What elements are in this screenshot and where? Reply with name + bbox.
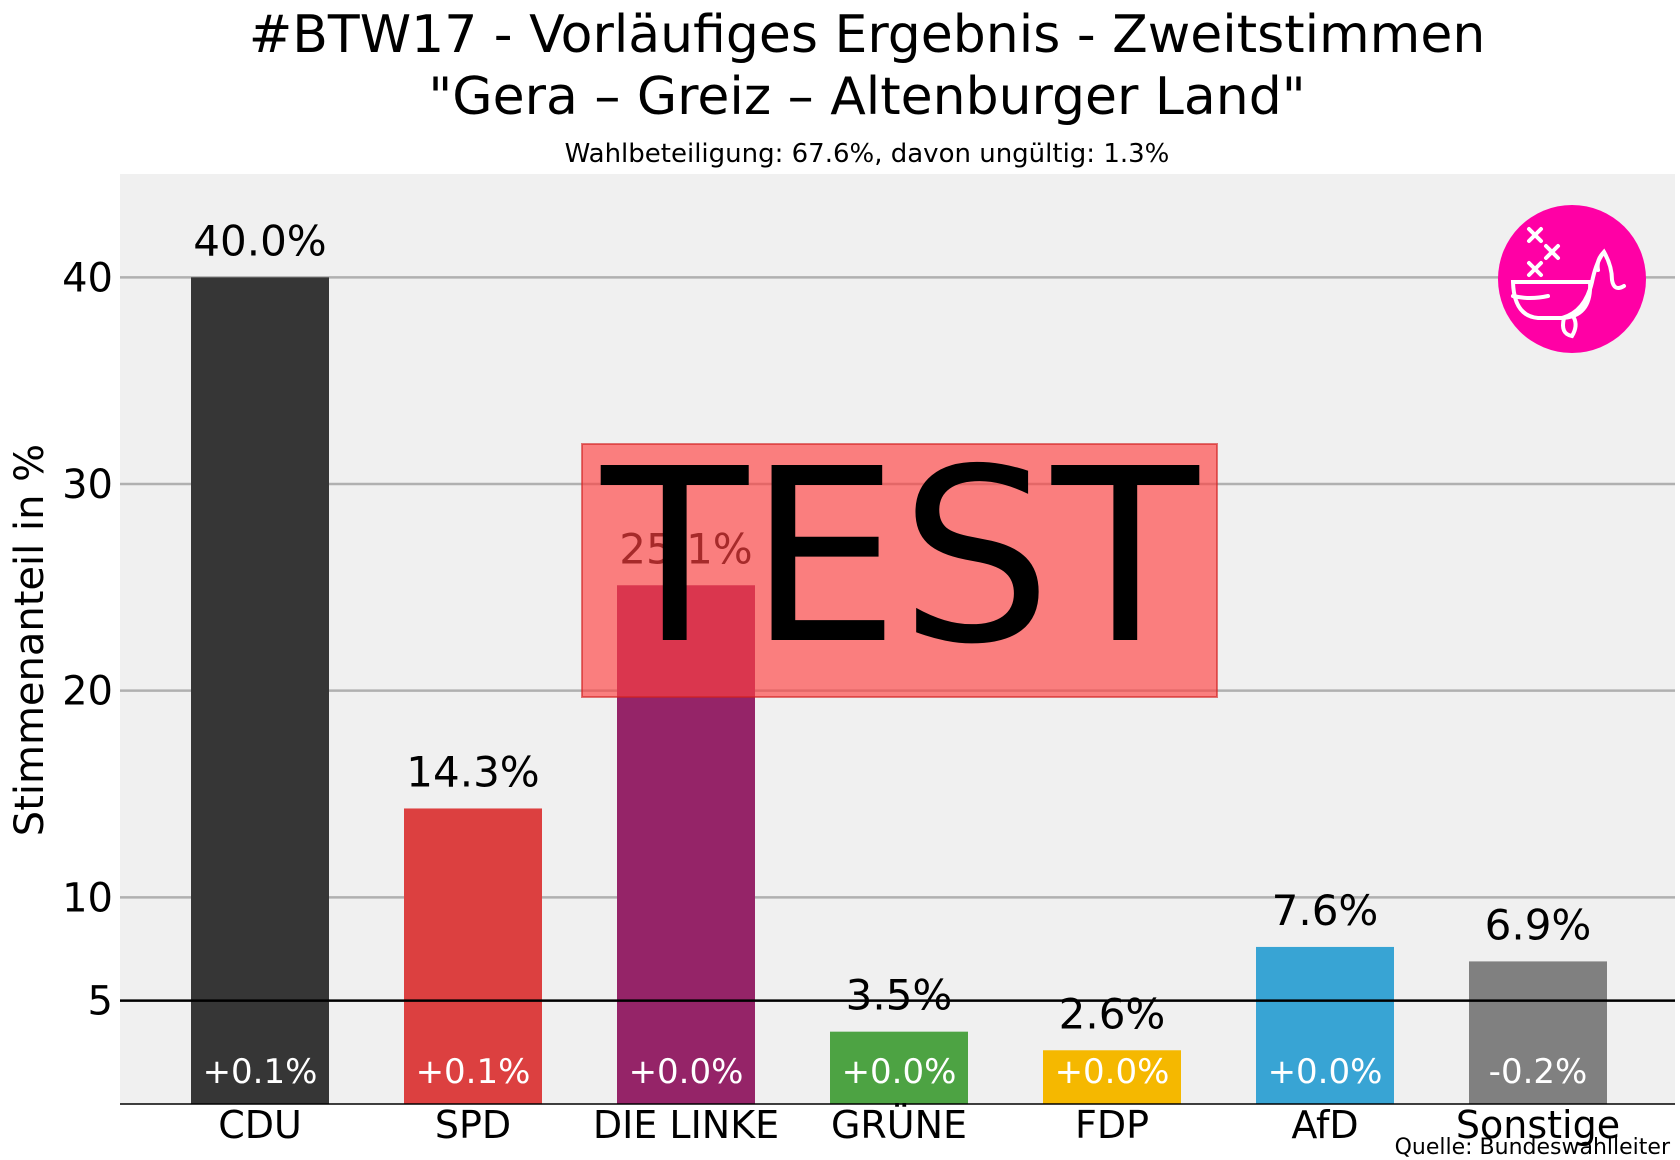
x-tick-label: GRÜNE <box>831 1103 967 1147</box>
x-tick-label: CDU <box>218 1103 302 1147</box>
whale-logo-icon <box>1498 205 1646 353</box>
y-tick-label: 30 <box>62 462 113 508</box>
y-tick-label: 5 <box>88 979 113 1025</box>
chart-title-line2: "Gera – Greiz – Altenburger Land" <box>428 67 1305 127</box>
source-note: Quelle: Bundeswahlleiter <box>1395 1135 1671 1160</box>
bar-spd <box>404 808 542 1104</box>
bar-diff-label: +0.0% <box>1268 1052 1383 1092</box>
bar-grüne <box>830 1031 968 1104</box>
bar-value-label: 14.3% <box>406 747 539 796</box>
bar-diff-label: -0.2% <box>1489 1052 1588 1092</box>
bar-cdu <box>191 277 329 1104</box>
y-ticks-layer: 5 10 20 30 40 <box>62 255 113 1024</box>
bar-diff-label: +0.1% <box>416 1052 531 1092</box>
bar-value-label: 2.6% <box>1059 989 1166 1038</box>
bar-diff-label: +0.1% <box>203 1052 318 1092</box>
y-axis-label: Stimmenanteil in % <box>7 444 53 836</box>
x-tick-label: DIE LINKE <box>593 1103 779 1147</box>
y-tick-label: 20 <box>62 669 113 715</box>
bar-value-label: 3.5% <box>846 971 953 1020</box>
x-tick-label: Sonstige <box>1456 1103 1620 1147</box>
test-watermark-text: TEST <box>600 417 1200 697</box>
chart-subtitle: Wahlbeteiligung: 67.6%, davon ungültig: … <box>565 139 1170 169</box>
x-tick-label: FDP <box>1075 1103 1149 1147</box>
bar-value-label: 6.9% <box>1485 900 1592 949</box>
y-tick-label: 40 <box>62 255 113 301</box>
test-watermark-box <box>581 443 1218 698</box>
bar-sonstige <box>1469 961 1607 1104</box>
bars-layer: 40.0%+0.1%CDU14.3%+0.1%SPD25.1%+0.0%DIE … <box>120 216 1675 1147</box>
bar-fdp <box>1043 1050 1181 1104</box>
bar-afd <box>1256 946 1394 1104</box>
bar-diff-label: +0.0% <box>629 1052 744 1092</box>
bar-diff-label: +0.0% <box>1055 1052 1170 1092</box>
test-watermark: TEST <box>581 417 1218 698</box>
bar-value-label: 7.6% <box>1272 886 1379 935</box>
x-tick-label: SPD <box>435 1103 511 1147</box>
bar-value-label: 40.0% <box>193 216 326 265</box>
chart-title-line1: #BTW17 - Vorläufiges Ergebnis - Zweitsti… <box>249 5 1486 65</box>
y-tick-label: 10 <box>62 875 113 921</box>
bar-diff-label: +0.0% <box>842 1052 957 1092</box>
x-tick-label: AfD <box>1291 1103 1358 1147</box>
